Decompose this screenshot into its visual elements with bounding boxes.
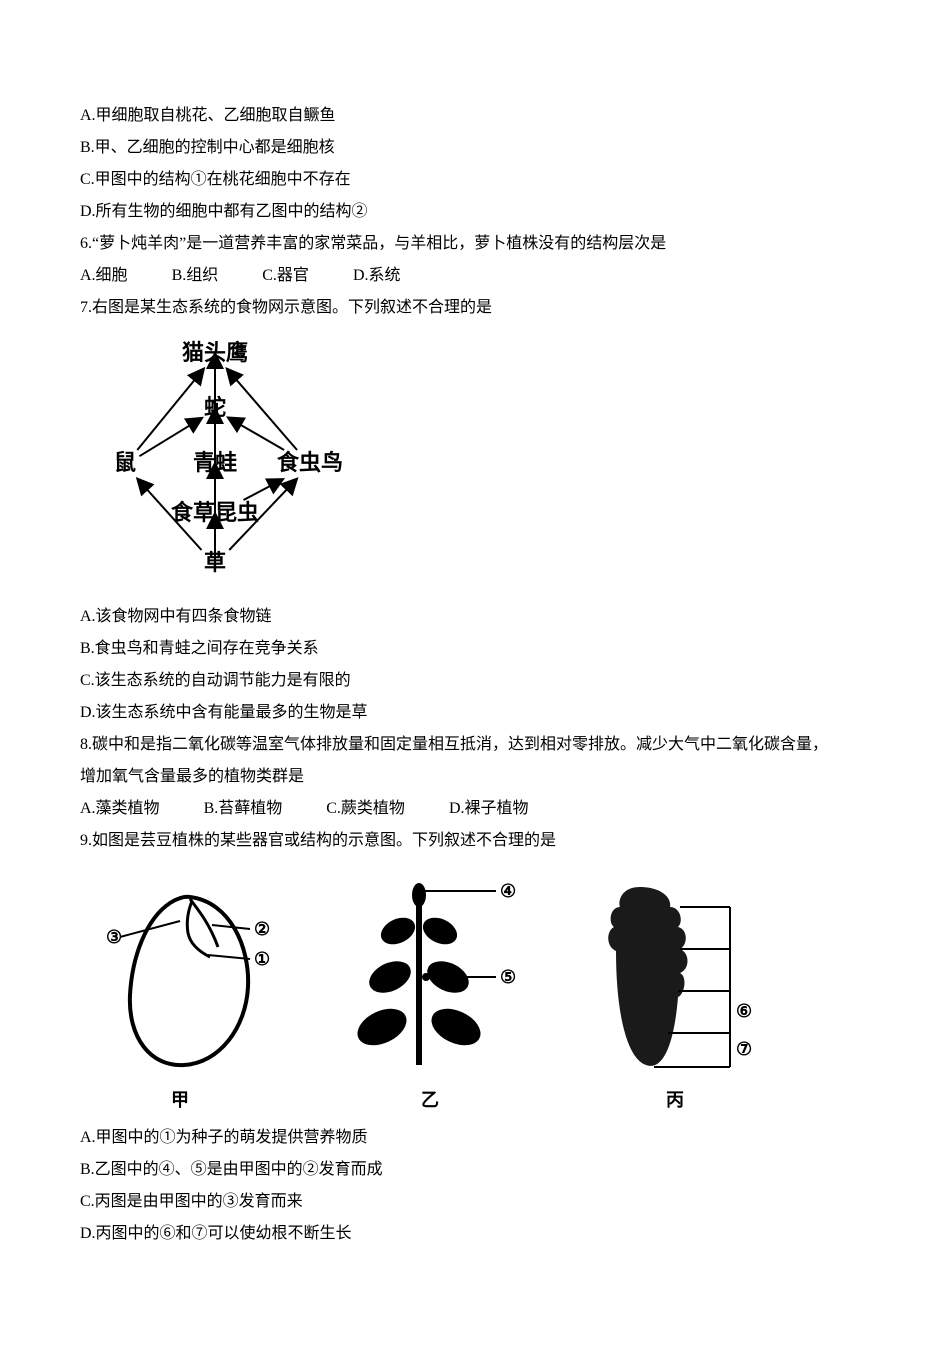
q9-stem: 9.如图是芸豆植株的某些器官或结构的示意图。下列叙述不合理的是: [80, 825, 870, 857]
q9-bing-label-7: ⑦: [736, 1039, 752, 1059]
q9-diagram-yi: ④ ⑤ 乙: [320, 877, 540, 1112]
q7-option-c: C.该生态系统的自动调节能力是有限的: [80, 665, 870, 697]
q9-option-d: D.丙图中的⑥和⑦可以使幼根不断生长: [80, 1218, 870, 1250]
q8-option-b: B.苔藓植物: [204, 793, 283, 825]
q9-diagram-bing: ⑥ ⑦ 丙: [580, 877, 770, 1112]
q9-yi-caption: 乙: [320, 1086, 540, 1112]
food-web-node-snake: 蛇: [204, 395, 226, 420]
food-web-node-owl: 猫头鹰: [182, 340, 248, 365]
q5-option-a: A.甲细胞取自桃花、乙细胞取自鳜鱼: [80, 100, 870, 132]
q6-option-c: C.器官: [262, 260, 309, 292]
q9-jia-label-2: ②: [254, 919, 270, 939]
q7-option-b: B.食虫鸟和青蛙之间存在竞争关系: [80, 633, 870, 665]
q9-option-b: B.乙图中的④、⑤是由甲图中的②发育而成: [80, 1154, 870, 1186]
q9-bing-caption: 丙: [580, 1086, 770, 1112]
q7-food-web: 猫头鹰蛇青蛙食草昆虫草 鼠 食虫鸟: [100, 330, 870, 595]
food-web-node-herbins: 食草昆虫: [171, 500, 259, 525]
q8-option-c: C.蕨类植物: [326, 793, 405, 825]
q9-diagrams: ③ ② ① 甲: [80, 877, 870, 1112]
q9-yi-label-4: ④: [500, 881, 516, 901]
q8-options: A.藻类植物 B.苔藓植物 C.蕨类植物 D.裸子植物: [80, 793, 870, 825]
q6-options: A.细胞 B.组织 C.器官 D.系统: [80, 260, 870, 292]
q8-option-a: A.藻类植物: [80, 793, 160, 825]
q9-option-c: C.丙图是由甲图中的③发育而来: [80, 1186, 870, 1218]
food-web-node-bird: 食虫鸟: [277, 450, 343, 475]
q7-option-a: A.该食物网中有四条食物链: [80, 601, 870, 633]
q6-option-b: B.组织: [172, 260, 219, 292]
q9-jia-label-1: ①: [254, 949, 270, 969]
q8-stem-line1: 8.碳中和是指二氧化碳等温室气体排放量和固定量相互抵消，达到相对零排放。减少大气…: [80, 729, 870, 761]
food-web-node-mouse: 鼠: [114, 450, 136, 475]
q9-bing-label-6: ⑥: [736, 1001, 752, 1021]
food-web-node-frog: 青蛙: [193, 450, 237, 475]
exam-page: A.甲细胞取自桃花、乙细胞取自鳜鱼 B.甲、乙细胞的控制中心都是细胞核 C.甲图…: [0, 0, 950, 1345]
q9-jia-caption: 甲: [80, 1086, 280, 1112]
q9-option-a: A.甲图中的①为种子的萌发提供营养物质: [80, 1122, 870, 1154]
food-web-node-grass: 草: [204, 550, 226, 575]
q9-jia-label-3: ③: [106, 927, 122, 947]
q6-option-a: A.细胞: [80, 260, 128, 292]
q8-option-d: D.裸子植物: [449, 793, 529, 825]
q9-diagram-jia: ③ ② ① 甲: [80, 877, 280, 1112]
q5-option-b: B.甲、乙细胞的控制中心都是细胞核: [80, 132, 870, 164]
q8-stem-line2: 增加氧气含量最多的植物类群是: [80, 761, 870, 793]
q6-stem: 6.“萝卜炖羊肉”是一道营养丰富的家常菜品，与羊相比，萝卜植株没有的结构层次是: [80, 228, 870, 260]
q5-option-c: C.甲图中的结构①在桃花细胞中不存在: [80, 164, 870, 196]
q7-option-d: D.该生态系统中含有能量最多的生物是草: [80, 697, 870, 729]
q7-stem: 7.右图是某生态系统的食物网示意图。下列叙述不合理的是: [80, 292, 870, 324]
q5-option-d: D.所有生物的细胞中都有乙图中的结构②: [80, 196, 870, 228]
q9-yi-label-5: ⑤: [500, 967, 516, 987]
q6-option-d: D.系统: [353, 260, 401, 292]
